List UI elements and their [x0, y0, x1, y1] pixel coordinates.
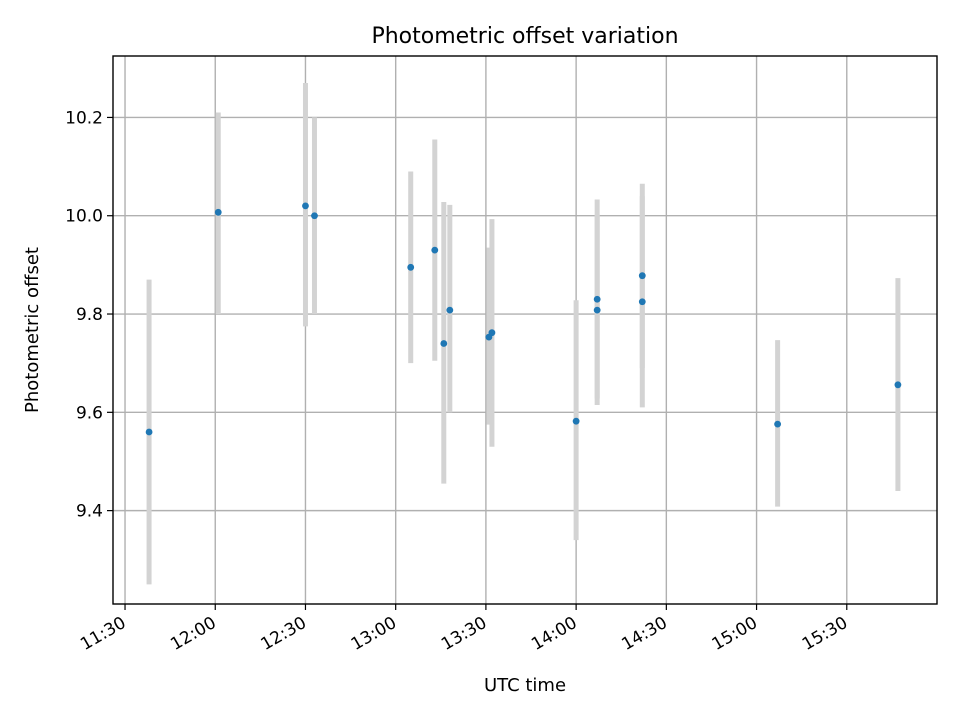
- data-point: [638, 272, 646, 280]
- data-points: [145, 202, 902, 436]
- x-axis-label: UTC time: [484, 675, 566, 696]
- data-point: [302, 202, 309, 210]
- plot-frame: [112, 55, 938, 605]
- data-point: [145, 428, 153, 436]
- data-point: [440, 340, 448, 347]
- data-point: [593, 306, 601, 314]
- data-point: [488, 329, 496, 337]
- y-tick-label: 9.4: [76, 502, 103, 522]
- data-point: [593, 295, 601, 303]
- y-tick-label: 9.6: [76, 403, 103, 423]
- data-point: [638, 298, 646, 306]
- data-point: [431, 246, 439, 254]
- data-point: [894, 381, 902, 389]
- data-point: [774, 420, 782, 428]
- y-tick-label: 10.2: [65, 108, 103, 128]
- y-tick-label: 10.0: [65, 207, 103, 227]
- data-point: [311, 212, 318, 220]
- data-point: [572, 417, 580, 425]
- data-point: [214, 208, 222, 216]
- y-axis-ticks: 9.4 9.6 9.8 10.0 10.2: [65, 108, 113, 522]
- data-point: [407, 263, 415, 271]
- chart-title: Photometric offset variation: [371, 24, 678, 49]
- data-point: [446, 306, 454, 314]
- y-tick-label: 9.8: [76, 305, 103, 325]
- y-axis-label: Photometric offset: [22, 247, 43, 413]
